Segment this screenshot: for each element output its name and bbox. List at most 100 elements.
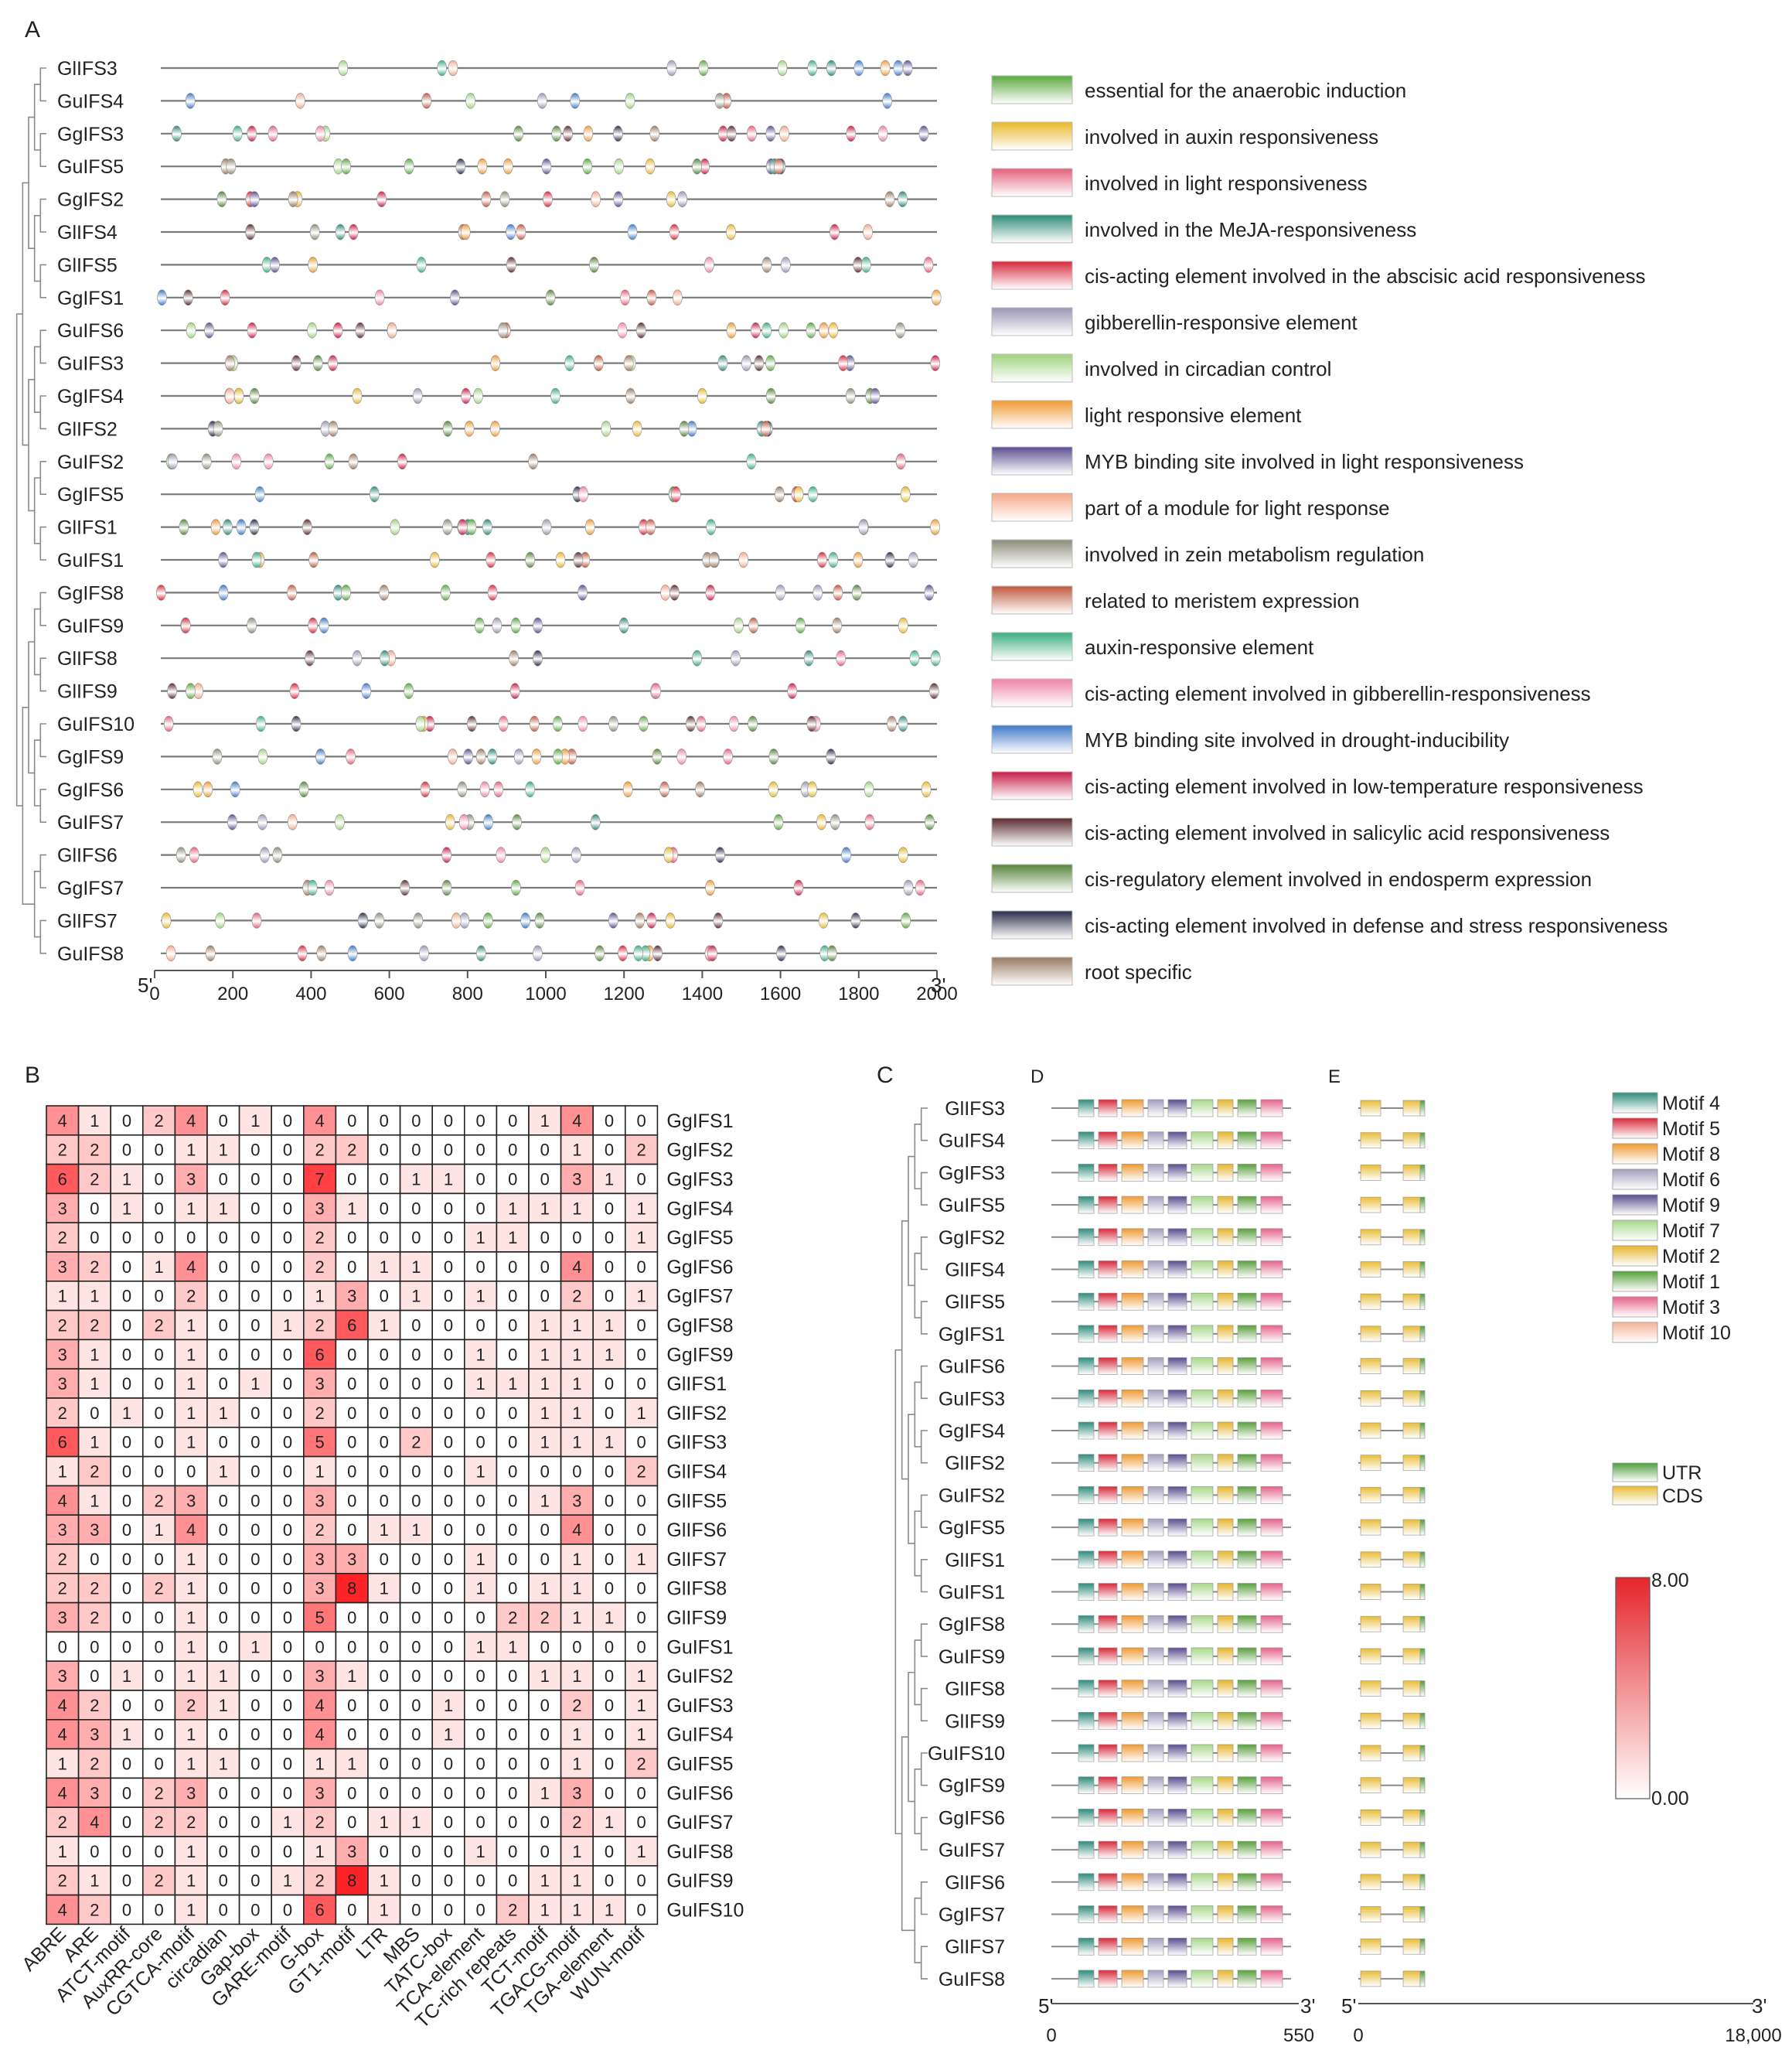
heatmap-cell-value: 1 <box>90 1374 99 1393</box>
heatmap-cell-value: 0 <box>508 1287 517 1306</box>
heatmap-cell-value: 1 <box>508 1199 517 1218</box>
color-scale-min: 0.00 <box>1651 1788 1689 1809</box>
promoter-element-mark <box>707 945 717 962</box>
promoter-element-mark <box>390 519 400 535</box>
promoter-element-mark <box>898 617 908 634</box>
heatmap-cell-value: 1 <box>219 1199 228 1218</box>
promoter-element-mark <box>210 519 221 535</box>
gene-utr-box <box>1419 1390 1426 1407</box>
heatmap-cell-value: 0 <box>411 1316 421 1335</box>
promoter-element-mark <box>909 650 920 667</box>
heatmap-cell <box>174 1660 208 1691</box>
heatmap-cell-value: 0 <box>475 1257 485 1277</box>
motif-box <box>1217 1809 1234 1827</box>
heatmap-cell-value: 0 <box>122 1228 131 1247</box>
heatmap-cell-value: 1 <box>572 1725 581 1745</box>
gene-utr-box <box>1419 1100 1426 1117</box>
gene-axis-max: 18,000 <box>1725 2025 1781 2046</box>
heatmap-cell <box>77 1894 111 1925</box>
motif-gene-label: GuIFS1 <box>939 1582 1005 1604</box>
heatmap-cell-value: 3 <box>315 1374 324 1393</box>
promoter-element-mark <box>483 813 493 831</box>
heatmap-cell <box>399 1514 433 1545</box>
promoter-element-mark <box>289 683 300 699</box>
promoter-element-mark <box>671 486 681 503</box>
gene-utr-box <box>1419 1777 1426 1794</box>
heatmap-cell-value: 0 <box>540 1696 550 1715</box>
heatmap-cell-value: 0 <box>508 1462 517 1482</box>
gene-utr-box <box>1419 1196 1426 1213</box>
promoter-element-mark <box>445 813 455 831</box>
promoter-element-mark <box>287 585 297 601</box>
promoter-element-mark <box>929 683 939 699</box>
heatmap-cell-value: 2 <box>315 1520 324 1540</box>
heatmap-cell-value: 1 <box>636 1199 646 1218</box>
heatmap-cell-value: 1 <box>411 1170 421 1189</box>
heatmap-cell <box>399 1601 433 1633</box>
element-legend-swatch <box>991 214 1073 244</box>
promoter-element-mark <box>902 60 913 77</box>
heatmap-cell-value: 0 <box>444 1783 453 1803</box>
heatmap-cell-value: 2 <box>315 1257 324 1277</box>
promoter-element-mark <box>775 585 785 601</box>
motif-box <box>1121 1099 1144 1117</box>
heatmap-cell-value: 0 <box>186 1228 196 1247</box>
heatmap-cell <box>496 1601 530 1633</box>
heatmap-cell <box>142 1514 176 1545</box>
motif-gene-label: GuIFS6 <box>939 1356 1005 1378</box>
motif-box <box>1078 1905 1095 1923</box>
heatmap-cell <box>624 1397 659 1428</box>
promoter-element-mark <box>635 322 646 339</box>
promoter-element-mark <box>257 813 267 831</box>
promoter-element-mark <box>230 781 240 798</box>
heatmap-cell-value: 6 <box>315 1345 324 1364</box>
heatmap-cell-value: 2 <box>315 1316 324 1335</box>
heatmap-cell <box>367 1192 401 1224</box>
heatmap-cell-value: 0 <box>219 1433 228 1452</box>
heatmap-cell <box>110 1427 144 1458</box>
motif-tree-branch <box>920 1881 928 1915</box>
heatmap-cell-value: 0 <box>122 1257 131 1277</box>
heatmap-cell <box>302 1397 337 1428</box>
heatmap-row-label: GuIFS2 <box>666 1666 733 1687</box>
heatmap-cell-value: 0 <box>90 1842 99 1861</box>
promoter-element-mark <box>777 60 788 77</box>
heatmap-cell-value: 3 <box>315 1550 324 1569</box>
promoter-axis: 5' 3'0 200 400 600 800 1000 1200 1400 1600 1800 200… <box>138 970 958 1005</box>
motif-axis-max: 550 <box>1283 2025 1314 2046</box>
heatmap-cell <box>528 1631 562 1662</box>
motif-axis-start: 5' <box>1038 1994 1053 2018</box>
promoter-gene-label: GgIFS1 <box>57 288 124 309</box>
heatmap-cell-value: 0 <box>605 1725 614 1745</box>
heatmap-cell-value: 0 <box>508 1141 517 1160</box>
motif-box <box>1237 1873 1257 1891</box>
motif-box <box>1191 1228 1214 1247</box>
heatmap-cell-value: 0 <box>122 1287 131 1306</box>
heatmap-cell-value: 7 <box>315 1170 324 1189</box>
heatmap-cell-value: 1 <box>475 1374 485 1393</box>
heatmap-cell-value: 4 <box>315 1725 324 1745</box>
heatmap-cell-value: 0 <box>636 1170 646 1189</box>
motif-box <box>1167 1164 1187 1182</box>
heatmap-cell-value: 0 <box>475 1813 485 1832</box>
promoter-element-mark <box>421 93 432 109</box>
motif-box <box>1167 1615 1187 1633</box>
promoter-element-mark <box>853 551 864 568</box>
heatmap-cell-value: 1 <box>475 1345 485 1364</box>
heatmap-cell-value: 0 <box>219 1257 228 1277</box>
heatmap-cell <box>463 1631 498 1662</box>
heatmap-cell <box>431 1134 465 1165</box>
motif-box <box>1191 1583 1214 1601</box>
heatmap-cell <box>271 1894 305 1925</box>
gene-utr-box <box>1419 1132 1426 1149</box>
promoter-element-mark <box>163 715 174 732</box>
heatmap-cell <box>238 1134 273 1165</box>
promoter-element-mark <box>503 158 513 175</box>
heatmap-cell-value: 0 <box>283 1842 292 1861</box>
promoter-element-mark <box>400 879 411 896</box>
motif-box <box>1237 1937 1257 1956</box>
heatmap-row-label: GlIFS5 <box>666 1490 727 1512</box>
motif-box <box>1098 1840 1118 1859</box>
motif-box <box>1078 1776 1095 1795</box>
